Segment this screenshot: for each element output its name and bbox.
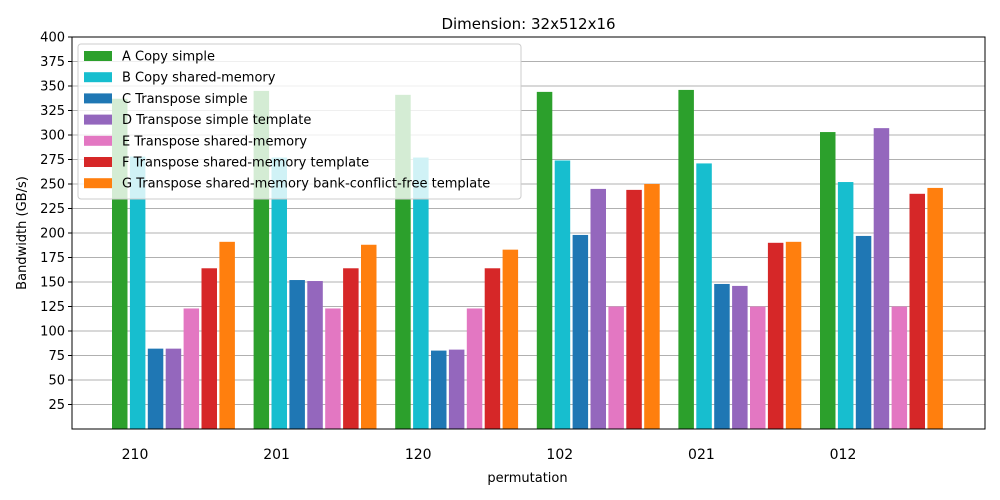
bar-b-201 [271, 157, 287, 430]
bar-c-210 [147, 348, 164, 429]
bar-c-021 [714, 283, 730, 429]
legend-swatch [84, 135, 112, 146]
bar-e-012 [891, 306, 908, 429]
bar-b-021 [696, 163, 712, 430]
bar-g-012 [927, 187, 943, 429]
bar-a-102 [536, 91, 553, 429]
bar-g-210 [219, 241, 235, 429]
y-tick-label: 50 [48, 374, 65, 389]
legend-entry: A Copy simple [122, 50, 215, 65]
legend-swatch [84, 93, 112, 104]
y-tick-label: 275 [40, 153, 65, 168]
y-tick-label: 175 [40, 251, 65, 266]
y-tick-label: 150 [40, 276, 65, 291]
bar-f-021 [767, 242, 784, 429]
bar-e-201 [325, 308, 341, 429]
x-tick-label: 102 [546, 447, 573, 463]
bar-e-120 [466, 308, 483, 429]
y-tick-label: 350 [40, 80, 65, 95]
legend-entry: F Transpose shared-memory template [122, 156, 369, 171]
bar-b-120 [413, 157, 429, 430]
y-axis-label: Bandwidth (GB/s) [15, 176, 30, 290]
legend-entry: G Transpose shared-memory bank-conflict-… [122, 177, 490, 192]
bar-e-210 [183, 308, 200, 429]
x-axis-ticks: 210 201 120 102 021 012 [122, 447, 857, 463]
legend-entry: C Transpose simple [122, 92, 248, 107]
y-tick-label: 325 [40, 104, 65, 119]
legend-swatch [84, 51, 112, 61]
x-tick-label: 012 [830, 447, 857, 463]
y-tick-label: 125 [40, 300, 65, 315]
x-tick-label: 021 [688, 447, 715, 463]
bar-d-012 [873, 128, 890, 429]
bar-f-120 [484, 268, 501, 429]
legend-box [77, 43, 522, 200]
bar-c-102 [572, 234, 589, 429]
bar-f-102 [626, 189, 642, 429]
bars [112, 89, 943, 430]
y-tick-label: 225 [40, 202, 65, 217]
bar-g-102 [644, 184, 660, 429]
bar-e-021 [750, 306, 766, 429]
bar-d-210 [165, 348, 182, 429]
y-axis-ticks: 25 50 75 100 125 150 175 200 225 250 275 300 325 350 3… [40, 31, 72, 413]
legend-swatch [84, 157, 112, 167]
chart-title: Dimension: 32x512x16 [441, 15, 615, 33]
bar-a-012 [820, 132, 836, 429]
bar-g-120 [502, 249, 519, 429]
x-axis-label: permutation [487, 471, 567, 486]
legend: A Copy simple B Copy shared-memory C Trans… [77, 43, 522, 200]
y-tick-label: 250 [40, 178, 65, 193]
bar-g-021 [785, 241, 802, 429]
x-tick-label: 201 [263, 447, 290, 463]
y-tick-label: 400 [40, 31, 65, 46]
legend-swatch [84, 178, 112, 189]
bar-d-102 [590, 188, 606, 429]
x-tick-label: 120 [405, 447, 432, 463]
bar-d-021 [732, 285, 748, 429]
bar-b-210 [129, 156, 146, 429]
bar-d-120 [448, 349, 465, 429]
legend-entry: E Transpose shared-memory [122, 134, 307, 149]
y-tick-label: 375 [40, 55, 65, 70]
legend-entry: B Copy shared-memory [122, 71, 276, 86]
bar-g-201 [361, 244, 377, 429]
bar-f-210 [201, 268, 217, 429]
legend-entry: D Transpose simple template [122, 113, 311, 128]
bar-c-120 [431, 350, 447, 429]
y-tick-label: 25 [48, 398, 65, 413]
bar-d-201 [307, 281, 323, 429]
bar-e-102 [608, 306, 624, 429]
y-tick-label: 100 [40, 325, 65, 340]
legend-swatch [84, 72, 112, 83]
bar-c-012 [855, 235, 872, 429]
y-tick-label: 300 [40, 129, 65, 144]
bar-f-201 [343, 268, 359, 429]
bar-a-021 [678, 89, 694, 430]
bar-f-012 [909, 193, 925, 429]
y-tick-label: 200 [40, 227, 65, 242]
legend-swatch [84, 114, 112, 125]
x-tick-label: 210 [122, 447, 149, 463]
y-tick-label: 75 [48, 349, 65, 364]
bar-b-012 [837, 182, 854, 429]
bar-b-102 [554, 160, 571, 430]
bar-c-201 [289, 280, 305, 429]
